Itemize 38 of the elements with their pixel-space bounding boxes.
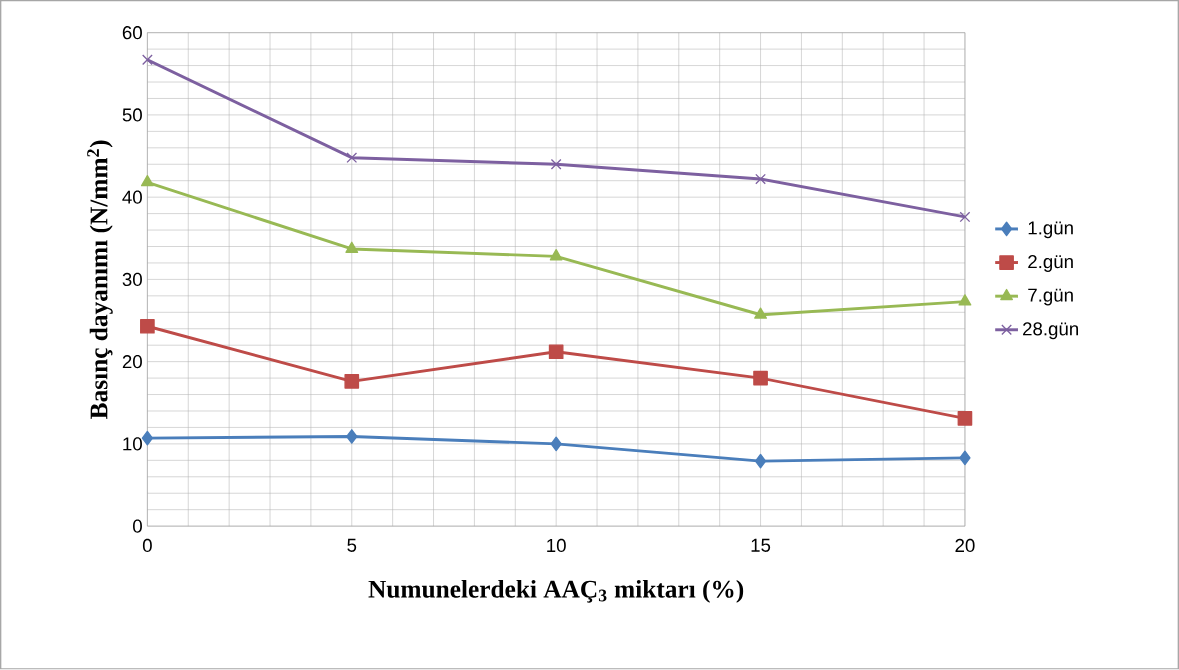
x-axis-title: Numunelerdeki AAÇ$_{3}$ miktarı (%) xyxy=(368,580,744,604)
point xyxy=(344,374,360,389)
legend-label: 28.gün xyxy=(1023,322,1078,340)
y-tick-label: 10 xyxy=(123,437,142,451)
point xyxy=(753,371,768,386)
point xyxy=(550,436,562,452)
point xyxy=(548,344,564,360)
y-tick-label: 60 xyxy=(122,26,142,40)
point xyxy=(142,54,153,66)
point xyxy=(755,173,766,185)
x-tick-label: 5 xyxy=(347,539,357,553)
y-tick-label: 30 xyxy=(122,273,142,287)
y-tick-label: 0 xyxy=(133,519,142,533)
point xyxy=(754,307,767,320)
y-tick-label: 20 xyxy=(122,355,142,369)
point xyxy=(550,159,562,170)
legend-label: 7.gün xyxy=(1028,288,1073,306)
point xyxy=(549,249,563,261)
x-tick-label: 20 xyxy=(955,539,975,553)
point xyxy=(140,175,154,187)
point xyxy=(959,211,971,223)
y-tick-label: 50 xyxy=(122,108,142,122)
y-tick-label: 40 xyxy=(122,190,142,205)
point xyxy=(346,429,358,445)
point xyxy=(959,450,971,466)
legend-label: 2.gün xyxy=(1028,255,1073,273)
point xyxy=(141,431,154,446)
legend-label: 1.gün xyxy=(1028,221,1073,239)
x-tick-label: 15 xyxy=(751,539,771,553)
x-tick-label: 10 xyxy=(547,539,566,553)
point xyxy=(754,454,767,469)
point xyxy=(140,319,155,334)
point xyxy=(346,152,358,164)
x-tick-label: 0 xyxy=(142,539,152,553)
y-axis-title: Basınç dayanımı (N/mm$^{2}$) xyxy=(87,140,113,420)
point xyxy=(958,294,972,306)
point xyxy=(345,241,359,254)
point xyxy=(957,411,973,426)
